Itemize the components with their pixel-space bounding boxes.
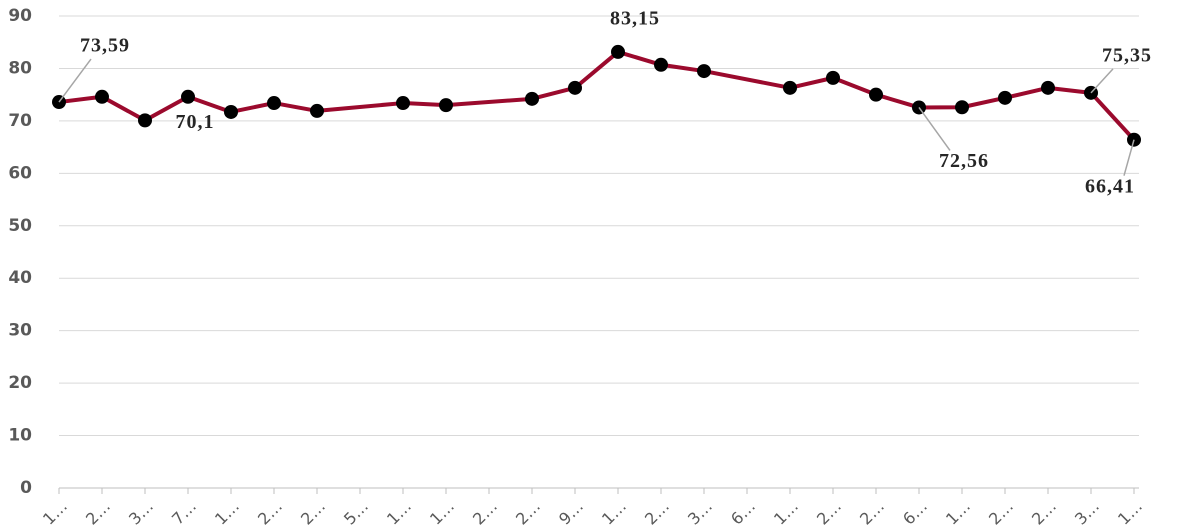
marker [783, 80, 797, 95]
x-tick-label: 6… [899, 497, 931, 529]
x-tick-label: 1… [211, 497, 243, 529]
marker [181, 89, 195, 104]
x-tick-label: 2… [1028, 497, 1060, 529]
marker [611, 44, 625, 59]
marker [654, 57, 668, 72]
y-tick-label: 10 [8, 426, 32, 446]
x-tick-label: 2… [813, 497, 845, 529]
y-tick-label: 50 [8, 216, 32, 236]
x-tick-label: 1… [383, 497, 415, 529]
x-tick-label: 3… [1071, 497, 1103, 529]
marker [697, 64, 711, 79]
y-tick-label: 20 [8, 373, 32, 393]
x-tick-label: 1… [1114, 497, 1146, 529]
data-line [58, 49, 1136, 142]
x-tick-label: 1… [942, 497, 974, 529]
x-tick-label: 7… [168, 497, 200, 529]
data-label: 72,56 [939, 150, 989, 172]
y-tick-label: 80 [8, 58, 32, 78]
data-label: 83,15 [610, 8, 660, 30]
marker [267, 96, 281, 111]
data-label: 66,41 [1085, 175, 1135, 197]
marker [568, 80, 582, 95]
marker [439, 98, 453, 113]
x-tick-label: 1… [598, 497, 630, 529]
y-tick-label: 70 [8, 111, 32, 131]
x-tick-label: 5… [340, 497, 372, 529]
data-label: 70,1 [176, 111, 215, 133]
x-tick-label: 9… [555, 497, 587, 529]
leader-line [1090, 68, 1114, 94]
marker [138, 113, 152, 128]
marker [310, 103, 324, 118]
marker [998, 90, 1012, 105]
y-tick-label: 90 [8, 6, 32, 26]
marker [95, 89, 109, 104]
x-tick-label: 2… [512, 497, 544, 529]
x-tick-label: 1… [426, 497, 458, 529]
data-label: 75,35 [1102, 44, 1152, 66]
marker [525, 91, 539, 106]
x-tick-label: 2… [641, 497, 673, 529]
leader-line [58, 58, 92, 103]
data-label: 73,59 [80, 35, 130, 57]
x-tick-label: 2… [856, 497, 888, 529]
leader-line [918, 107, 951, 151]
x-tick-label: 2… [254, 497, 286, 529]
x-tick-label: 2… [297, 497, 329, 529]
x-tick-label: 1… [39, 497, 71, 529]
marker [955, 100, 969, 115]
marker [826, 70, 840, 85]
x-tick-label: 6… [727, 497, 759, 529]
marker [224, 104, 238, 119]
x-tick-label: 3… [125, 497, 157, 529]
y-tick-label: 0 [20, 478, 32, 498]
marker [1041, 80, 1055, 95]
y-tick-label: 30 [8, 321, 32, 341]
x-tick-label: 2… [469, 497, 501, 529]
x-tick-label: 2… [82, 497, 114, 529]
leader-line [1123, 139, 1135, 176]
x-tick-label: 2… [985, 497, 1017, 529]
x-tick-label: 1… [770, 497, 802, 529]
marker [869, 87, 883, 102]
marker [396, 96, 410, 111]
y-tick-label: 40 [8, 268, 32, 288]
x-tick-label: 3… [684, 497, 716, 529]
y-tick-label: 60 [8, 163, 32, 183]
